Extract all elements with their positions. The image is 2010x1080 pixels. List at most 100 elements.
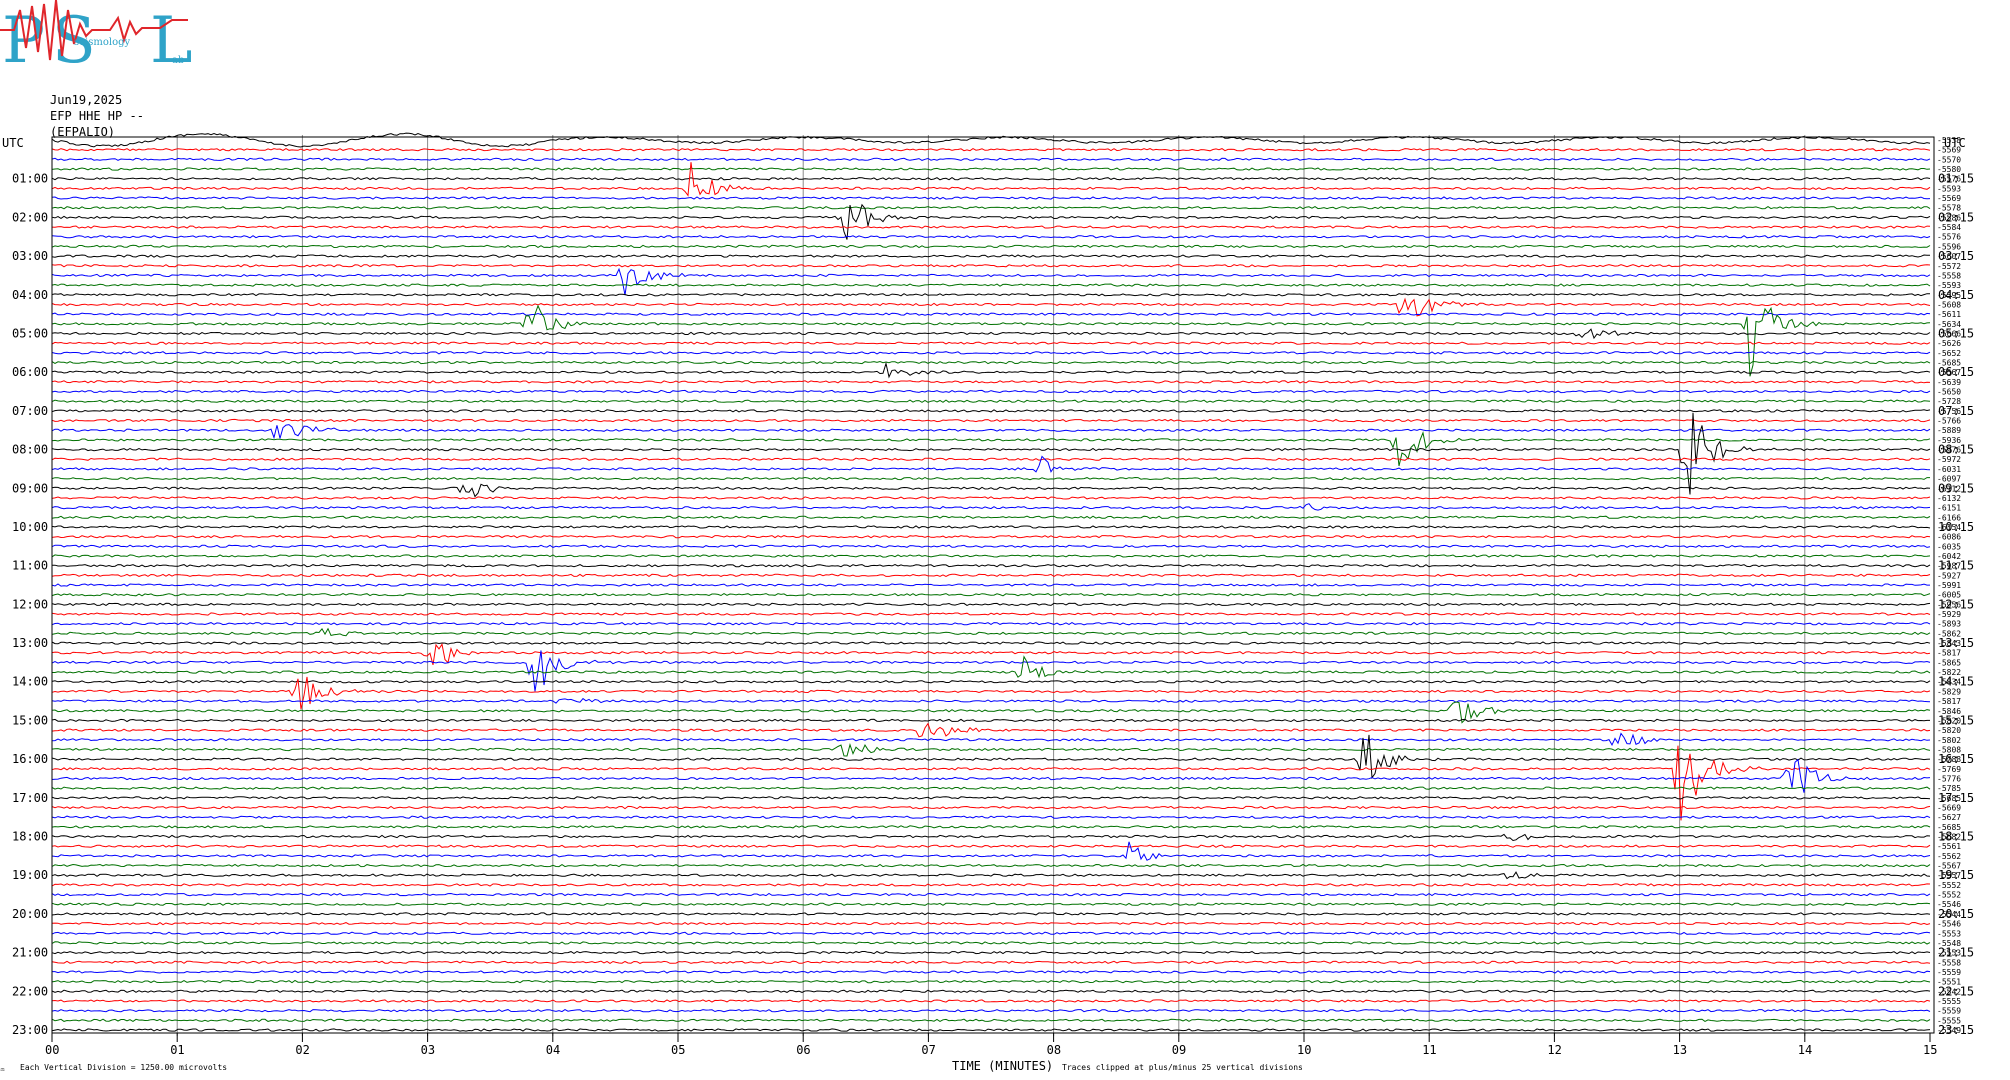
x-tick-label-13: 13 [1673, 1043, 1687, 1057]
trace-offset-label-47: -6005 [1937, 591, 1961, 600]
x-tick-label-07: 07 [921, 1043, 935, 1057]
trace-offset-label-89: -5555 [1937, 997, 1961, 1006]
trace-offset-label-41: -6086 [1937, 533, 1961, 542]
hour-label-right-11:15: 11:15 [1938, 559, 1974, 573]
trace-offset-label-20: -5666 [1937, 330, 1961, 339]
trace-offset-label-54: -5865 [1937, 658, 1961, 667]
trace-offset-label-67: -5785 [1937, 784, 1961, 793]
hour-label-right-05:15: 05:15 [1938, 327, 1974, 341]
trace-line-15 [51, 283, 1931, 287]
trace-line-10 [51, 235, 1931, 239]
x-tick-label-12: 12 [1547, 1043, 1561, 1057]
trace-line-76 [51, 871, 1931, 880]
trace-line-32 [51, 412, 1931, 495]
x-tick-label-10: 10 [1297, 1043, 1311, 1057]
trace-offset-label-35: -6097 [1937, 475, 1961, 484]
hour-label-left-11:00: 11:00 [12, 559, 48, 573]
trace-offset-label-32: -5976 [1937, 446, 1961, 455]
trace-offset-label-80: -5544 [1937, 910, 1961, 919]
trace-offset-label-43: -6042 [1937, 552, 1961, 561]
trace-offset-label-49: -5929 [1937, 610, 1961, 619]
hour-label-right-20:15: 20:15 [1938, 907, 1974, 921]
hour-label-right-03:15: 03:15 [1938, 249, 1974, 263]
x-tick-labels: 00 01 02 03 04 05 06 07 08 09 10 11 12 13 14 15 [45, 1033, 1937, 1057]
trace-offset-label-39: -6166 [1937, 513, 1961, 522]
trace-offset-label-33: -5972 [1937, 455, 1961, 464]
trace-offset-label-60: -5820 [1937, 716, 1961, 725]
x-tick-label-14: 14 [1798, 1043, 1812, 1057]
trace-line-31 [51, 431, 1931, 467]
trace-offset-label-81: -5546 [1937, 920, 1961, 929]
trace-offset-label-19: -5634 [1937, 320, 1961, 329]
trace-offset-label-38: -6151 [1937, 504, 1961, 513]
trace-offset-label-74: -5562 [1937, 852, 1961, 861]
trace-offset-label-9: -5584 [1937, 223, 1961, 232]
hour-label-right-23:15: 23:15 [1938, 1023, 1974, 1037]
trace-line-8 [51, 203, 1931, 240]
trace-line-5 [51, 162, 1931, 197]
trace-offset-label-0: -5538 [1937, 136, 1961, 145]
trace-line-18 [51, 312, 1931, 316]
trace-line-13 [51, 264, 1931, 268]
hour-label-left-23:00: 23:00 [12, 1023, 48, 1037]
trace-line-83 [51, 941, 1931, 945]
trace-offset-label-40: -6154 [1937, 523, 1961, 532]
trace-line-3 [51, 167, 1931, 171]
trace-line-55 [52, 655, 1931, 679]
trace-line-22 [51, 351, 1931, 355]
trace-offset-label-14: -5558 [1937, 271, 1961, 280]
trace-line-90 [51, 1008, 1931, 1013]
trace-offset-label-46: -5991 [1937, 581, 1961, 590]
trace-line-35 [51, 476, 1930, 481]
trace-offset-label-50: -5893 [1937, 620, 1961, 629]
trace-line-23 [51, 360, 1931, 365]
trace-line-89 [51, 999, 1931, 1003]
trace-line-37 [51, 496, 1931, 500]
hour-label-right-22:15: 22:15 [1938, 984, 1974, 998]
trace-offset-label-2: -5570 [1937, 155, 1961, 164]
trace-line-28 [51, 409, 1931, 413]
hour-label-right-13:15: 13:15 [1938, 636, 1974, 650]
hour-label-left-01:00: 01:00 [12, 172, 48, 186]
trace-offset-label-86: -5559 [1937, 968, 1961, 977]
trace-line-4 [51, 176, 1931, 181]
trace-line-38 [51, 503, 1931, 511]
trace-line-24 [51, 361, 1931, 379]
left-hour-labels: 01:00 02:00 03:00 04:00 05:00 06:00 07:00 08:00… [12, 172, 48, 1037]
trace-line-64 [51, 734, 1931, 780]
trace-offset-label-15: -5593 [1937, 281, 1961, 290]
hour-label-right-07:15: 07:15 [1938, 404, 1974, 418]
trace-line-20 [51, 328, 1931, 340]
trace-offset-label-34: -6031 [1937, 465, 1961, 474]
trace-offset-label-51: -5862 [1937, 629, 1961, 638]
trace-offset-label-72: -5682 [1937, 833, 1961, 842]
trace-offset-label-92: -5549 [1937, 1026, 1961, 1035]
x-tick-label-06: 06 [796, 1043, 810, 1057]
hour-label-left-15:00: 15:00 [12, 713, 48, 727]
trace-offset-label-42: -6035 [1937, 542, 1961, 551]
hour-label-right-12:15: 12:15 [1938, 597, 1974, 611]
trace-offset-label-23: -5685 [1937, 359, 1961, 368]
trace-line-45 [51, 573, 1931, 578]
trace-line-57 [51, 676, 1931, 710]
trace-offset-label-88: -5542 [1937, 987, 1961, 996]
trace-line-27 [51, 399, 1931, 403]
trace-offset-label-13: -5572 [1937, 262, 1961, 271]
hour-label-left-04:00: 04:00 [12, 288, 48, 302]
plot-date: Jun19,2025 [50, 93, 123, 107]
trace-offset-label-4: -5576 [1937, 175, 1961, 184]
x-axis-label: TIME (MINUTES) [952, 1059, 1053, 1073]
x-tick-label-00: 00 [45, 1043, 59, 1057]
trace-line-51 [51, 627, 1931, 637]
trace-line-87 [51, 979, 1931, 984]
trace-line-65 [51, 745, 1931, 821]
trace-offset-label-16: -5595 [1937, 291, 1961, 300]
x-tick-label-11: 11 [1422, 1043, 1436, 1057]
trace-offset-label-22: -5652 [1937, 349, 1961, 358]
trace-offset-label-83: -5548 [1937, 939, 1961, 948]
x-tick-label-08: 08 [1047, 1043, 1061, 1057]
trace-line-49 [51, 612, 1931, 616]
trace-offset-label-57: -5829 [1937, 687, 1961, 696]
hour-label-right-16:15: 16:15 [1938, 752, 1974, 766]
trace-offset-label-64: -5788 [1937, 755, 1961, 764]
